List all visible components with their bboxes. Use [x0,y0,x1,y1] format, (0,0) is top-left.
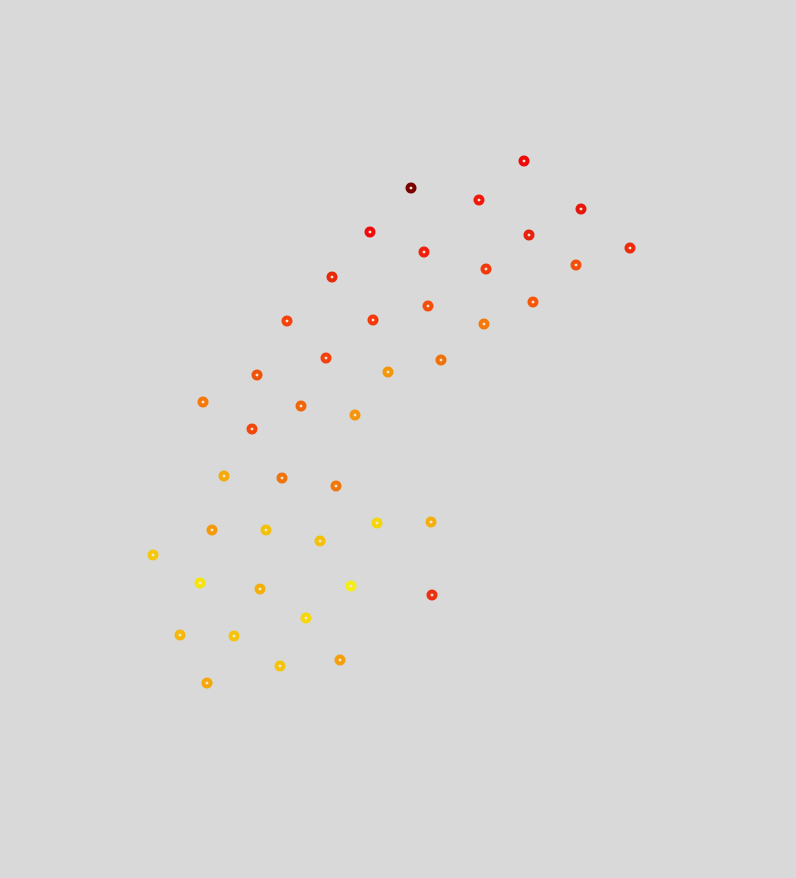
marker-center [258,587,262,591]
marker-center [299,404,303,408]
marker-center [484,267,488,271]
scatter-marker [364,226,376,238]
scatter-marker [326,271,338,283]
marker-group [147,155,636,689]
scatter-marker [418,246,430,258]
marker-center [386,370,390,374]
scatter-marker [281,315,293,327]
marker-center [201,400,205,404]
marker-center [334,484,338,488]
scatter-marker [422,300,434,312]
marker-center [280,476,284,480]
scatter-marker [473,194,485,206]
scatter-marker [435,354,447,366]
marker-center [574,263,578,267]
scatter-marker [147,549,159,561]
scatter-marker [197,396,209,408]
marker-center [353,413,357,417]
marker-center [579,207,583,211]
marker-center [318,539,322,543]
scatter-marker [246,423,258,435]
marker-center [349,584,353,588]
scatter-marker [405,182,417,194]
marker-center [198,581,202,585]
scatter-marker [367,314,379,326]
scatter-marker [251,369,263,381]
marker-center [375,521,379,525]
scatter-marker [518,155,530,167]
scatter-marker [575,203,587,215]
scatter-marker [527,296,539,308]
marker-center [210,528,214,532]
marker-center [222,474,226,478]
scatter-marker [218,470,230,482]
marker-center [330,275,334,279]
marker-center [338,658,342,662]
scatter-marker [194,577,206,589]
marker-center [531,300,535,304]
marker-center [285,319,289,323]
scatter-marker [382,366,394,378]
scatter-marker [260,524,272,536]
marker-center [178,633,182,637]
marker-center [205,681,209,685]
scatter-marker [206,524,218,536]
scatter-marker [478,318,490,330]
marker-center [255,373,259,377]
scatter-marker [426,589,438,601]
marker-center [324,356,328,360]
scatter-marker [624,242,636,254]
scatter-marker [314,535,326,547]
scatter-marker [300,612,312,624]
scatter-marker [276,472,288,484]
scatter-marker [295,400,307,412]
marker-center [250,427,254,431]
marker-center [422,250,426,254]
scatter-marker [201,677,213,689]
scatter-marker [174,629,186,641]
scatter-marker [523,229,535,241]
scatter-marker [228,630,240,642]
marker-center [151,553,155,557]
marker-center [527,233,531,237]
marker-center [426,304,430,308]
scatter-marker [480,263,492,275]
scatter-marker [345,580,357,592]
marker-center [409,186,413,190]
scatter-marker [320,352,332,364]
scatter-marker [349,409,361,421]
marker-center [371,318,375,322]
scatter-marker [334,654,346,666]
marker-center [264,528,268,532]
scatter-marker [330,480,342,492]
scatter-marker [371,517,383,529]
scatter-marker [274,660,286,672]
marker-center [522,159,526,163]
marker-center [232,634,236,638]
marker-center [430,593,434,597]
marker-center [368,230,372,234]
marker-center [304,616,308,620]
marker-center [429,520,433,524]
scatter-marker [254,583,266,595]
marker-center [439,358,443,362]
marker-center [482,322,486,326]
scatter-marker [425,516,437,528]
marker-center [477,198,481,202]
marker-center [278,664,282,668]
scatter-marker [570,259,582,271]
marker-center [628,246,632,250]
